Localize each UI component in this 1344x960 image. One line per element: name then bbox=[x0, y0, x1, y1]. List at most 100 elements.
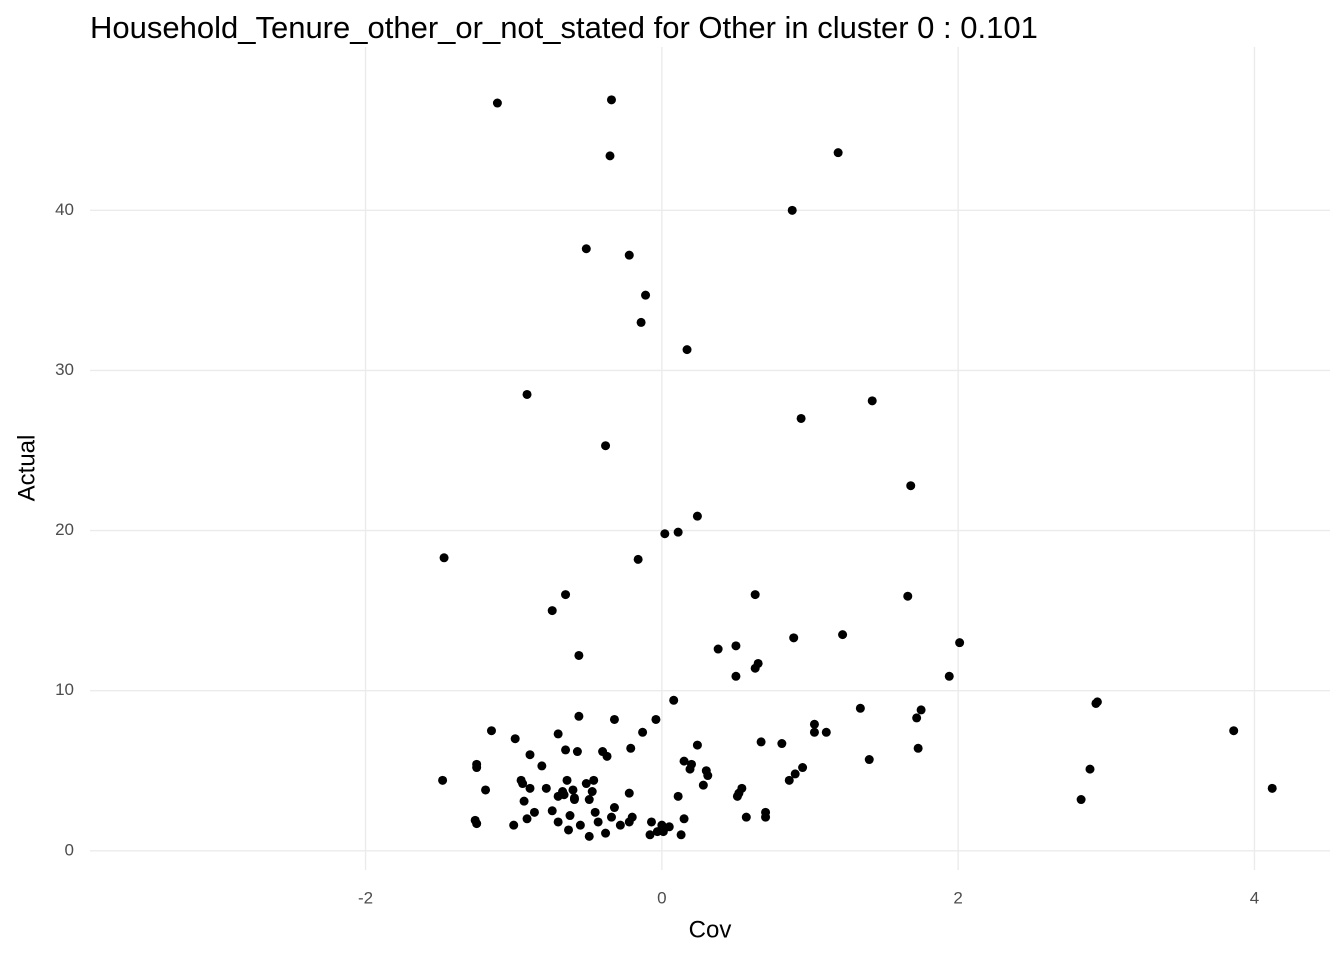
point bbox=[916, 705, 926, 715]
point bbox=[575, 820, 585, 830]
point bbox=[731, 671, 741, 681]
point bbox=[658, 827, 668, 837]
point bbox=[564, 825, 574, 835]
point bbox=[590, 807, 600, 817]
point bbox=[732, 791, 742, 801]
point bbox=[609, 714, 619, 724]
point bbox=[645, 830, 655, 840]
point bbox=[574, 711, 584, 721]
point bbox=[798, 763, 808, 773]
point bbox=[553, 729, 563, 739]
point bbox=[777, 739, 787, 749]
point bbox=[593, 817, 603, 827]
point bbox=[685, 764, 695, 774]
point bbox=[864, 755, 874, 765]
point bbox=[867, 396, 877, 406]
point bbox=[606, 95, 616, 105]
point bbox=[703, 771, 713, 781]
point bbox=[609, 803, 619, 813]
point bbox=[651, 714, 661, 724]
point bbox=[519, 796, 529, 806]
point bbox=[638, 727, 648, 737]
point bbox=[525, 750, 535, 760]
point bbox=[676, 830, 686, 840]
point bbox=[581, 779, 591, 789]
x-tick-label: 2 bbox=[953, 888, 962, 907]
y-axis-label: Actual bbox=[13, 435, 40, 502]
point bbox=[553, 817, 563, 827]
point bbox=[796, 413, 806, 423]
point bbox=[568, 785, 578, 795]
point bbox=[855, 703, 865, 713]
point bbox=[438, 775, 448, 785]
point bbox=[912, 713, 922, 723]
point bbox=[790, 769, 800, 779]
point bbox=[761, 812, 771, 822]
point bbox=[547, 806, 557, 816]
point bbox=[673, 791, 683, 801]
point bbox=[565, 811, 575, 821]
point bbox=[669, 695, 679, 705]
point bbox=[821, 727, 831, 737]
point bbox=[602, 751, 612, 761]
point bbox=[713, 644, 723, 654]
point bbox=[1229, 726, 1239, 736]
point bbox=[624, 817, 634, 827]
point bbox=[787, 205, 797, 215]
point bbox=[562, 775, 572, 785]
point bbox=[574, 650, 584, 660]
point bbox=[472, 819, 482, 829]
point bbox=[584, 831, 594, 841]
point bbox=[784, 775, 794, 785]
point bbox=[541, 783, 551, 793]
point bbox=[838, 630, 848, 640]
y-tick-label: 20 bbox=[55, 520, 74, 539]
point bbox=[673, 527, 683, 537]
point bbox=[569, 795, 579, 805]
point bbox=[522, 814, 532, 824]
y-tick-label: 0 bbox=[65, 840, 74, 859]
point bbox=[509, 820, 519, 830]
point bbox=[553, 791, 563, 801]
x-tick-label: 0 bbox=[657, 888, 666, 907]
chart-title: Household_Tenure_other_or_not_stated for… bbox=[90, 10, 1038, 45]
point bbox=[955, 638, 965, 648]
y-tick-label: 40 bbox=[55, 200, 74, 219]
point bbox=[522, 389, 532, 399]
point bbox=[646, 817, 656, 827]
point bbox=[679, 814, 689, 824]
point bbox=[913, 743, 923, 753]
point bbox=[903, 591, 913, 601]
point bbox=[698, 780, 708, 790]
point bbox=[547, 606, 557, 616]
point bbox=[518, 779, 528, 789]
point bbox=[572, 747, 582, 757]
point bbox=[624, 250, 634, 260]
point bbox=[692, 511, 702, 521]
point bbox=[587, 787, 597, 797]
point bbox=[833, 148, 843, 158]
point bbox=[756, 737, 766, 747]
point bbox=[624, 788, 634, 798]
y-tick-label: 30 bbox=[55, 360, 74, 379]
point bbox=[601, 441, 611, 451]
point bbox=[660, 529, 670, 539]
point bbox=[944, 671, 954, 681]
point bbox=[1085, 764, 1095, 774]
point bbox=[537, 761, 547, 771]
point bbox=[584, 795, 594, 805]
point bbox=[692, 740, 702, 750]
point bbox=[636, 317, 646, 327]
point bbox=[605, 151, 615, 161]
point bbox=[633, 554, 643, 564]
y-tick-label: 10 bbox=[55, 680, 74, 699]
point bbox=[529, 807, 539, 817]
point bbox=[510, 734, 520, 744]
point bbox=[906, 481, 916, 491]
point bbox=[731, 641, 741, 651]
point bbox=[1267, 783, 1277, 793]
point bbox=[809, 719, 819, 729]
point bbox=[601, 828, 611, 838]
point bbox=[486, 726, 496, 736]
